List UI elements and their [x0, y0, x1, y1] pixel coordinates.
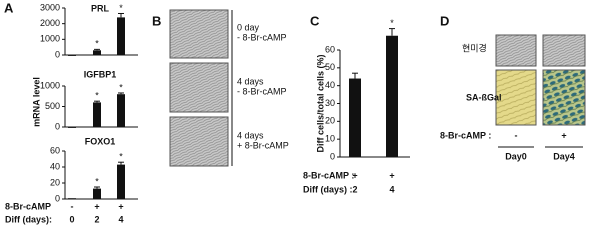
micrograph [495, 34, 537, 67]
condition-label: Diff (days) : [303, 184, 353, 194]
significance-marker: * [119, 152, 123, 162]
image-caption: 0 day [237, 22, 260, 32]
y-tick-label: 60 [325, 44, 335, 54]
y-axis-label: mRNA level [31, 77, 41, 127]
y-tick-label: 0 [55, 193, 60, 203]
bar [68, 198, 76, 200]
stain-image [495, 69, 537, 126]
bar [117, 17, 125, 55]
condition-value: 0 [69, 214, 74, 224]
condition-value: 4 [389, 184, 394, 194]
panel-label: B [152, 13, 161, 28]
y-tick-label: 1000 [40, 34, 60, 44]
y-tick-label: 500 [45, 101, 60, 111]
condition-value: + [118, 201, 123, 211]
row-label: SA-ßGal [466, 92, 502, 102]
y-tick-label: 60 [50, 145, 60, 155]
y-tick-label: 10 [325, 134, 335, 144]
image-caption: 4 days [237, 76, 264, 86]
row-label: 현미경 [462, 42, 487, 53]
condition-value: 2 [94, 214, 99, 224]
micrograph [169, 62, 229, 113]
condition-value: - [71, 201, 74, 211]
y-tick-label: 1000 [40, 80, 60, 90]
chart-title: FOXO1 [85, 136, 116, 146]
y-tick-label: 50 [325, 62, 335, 72]
stain-image [542, 69, 586, 126]
y-tick-label: 20 [325, 116, 335, 126]
micrograph [169, 9, 229, 59]
y-axis-label: Diff cells/total cells (%) [315, 54, 325, 152]
significance-marker: * [95, 176, 99, 186]
y-tick-label: 0 [55, 121, 60, 131]
y-tick-label: 20 [50, 177, 60, 187]
significance-marker: * [119, 82, 123, 92]
significance-marker: * [95, 39, 99, 49]
significance-marker: * [95, 91, 99, 101]
condition-value: + [389, 170, 394, 180]
bar [117, 94, 125, 127]
micrograph [169, 116, 229, 167]
y-tick-label: 30 [325, 98, 335, 108]
condition-label: Diff (days): [5, 214, 52, 224]
bar [93, 102, 101, 127]
condition-value: - [515, 130, 518, 140]
condition-value: + [352, 170, 357, 180]
day-label: Day4 [553, 151, 575, 161]
bar [117, 164, 125, 199]
chart-title: IGFBP1 [84, 69, 117, 79]
y-tick-label: 40 [50, 161, 60, 171]
micrograph [542, 34, 586, 67]
y-tick-label: 0 [330, 151, 335, 161]
y-tick-label: 2000 [40, 18, 60, 28]
bar [349, 78, 361, 157]
condition-label: 8-Br-cAMP : [303, 170, 354, 180]
condition-value: 4 [118, 214, 123, 224]
panel-label: D [440, 13, 449, 28]
panel-label: A [4, 0, 14, 15]
day-label: Day0 [505, 151, 527, 161]
image-caption: 4 days [237, 130, 264, 140]
condition-label: 8-Br-cAMP [5, 201, 51, 211]
y-tick-label: 0 [55, 49, 60, 59]
chart-title: PRL [91, 3, 110, 13]
bar [386, 35, 398, 157]
bar [68, 126, 76, 128]
condition-value: + [561, 130, 566, 140]
image-caption: + 8-Br-cAMP [237, 140, 289, 150]
image-caption: - 8-Br-cAMP [237, 32, 287, 42]
significance-marker: * [390, 18, 394, 28]
y-tick-label: 40 [325, 80, 335, 90]
bar [93, 188, 101, 199]
condition-value: 2 [352, 184, 357, 194]
bar [68, 54, 76, 56]
y-tick-label: 3000 [40, 2, 60, 12]
condition-label: 8-Br-cAMP : [440, 130, 491, 140]
significance-marker: * [119, 3, 123, 13]
panel-label: C [310, 13, 320, 28]
condition-value: + [94, 201, 99, 211]
image-caption: - 8-Br-cAMP [237, 86, 287, 96]
bar [93, 50, 101, 55]
